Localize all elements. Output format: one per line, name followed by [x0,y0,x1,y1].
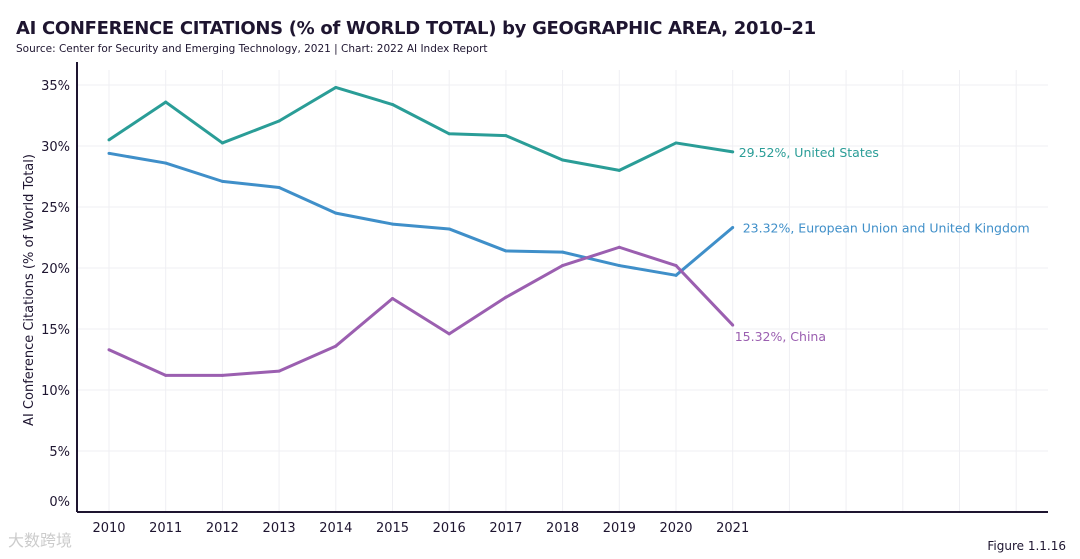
data-point [164,100,168,104]
data-point [164,161,168,165]
series-line-united-states [108,85,733,172]
data-point [334,85,338,89]
x-tick-label: 2017 [489,521,522,536]
data-point [277,119,281,123]
data-point [277,185,281,189]
data-point [674,141,678,145]
x-tick-label: 2013 [263,521,296,536]
data-point [391,222,394,226]
x-tick-label: 2014 [319,521,352,536]
data-label: 29.52%, United States [739,145,879,160]
y-tick-label: 25% [41,201,70,216]
x-tick-label: 2021 [716,521,749,536]
data-point [277,369,281,373]
data-point [617,168,621,172]
data-point [674,264,678,268]
data-point [731,150,735,154]
data-point [561,264,565,268]
y-tick-label: 10% [41,384,70,399]
data-point [504,249,508,253]
data-point [391,103,394,107]
data-point [220,141,224,145]
data-point [617,245,621,249]
series-line-european-union-and-united-kingdom [108,151,734,277]
x-tick-label: 2020 [659,521,692,536]
y-tick-label: 30% [41,140,70,155]
x-tick-label: 2019 [603,521,636,536]
x-tick-label: 2018 [546,521,579,536]
chart-subtitle: Source: Center for Security and Emerging… [16,43,488,55]
figure-label: Figure 1.1.16 [987,539,1066,553]
data-point [107,138,111,142]
y-tick-label: 5% [49,445,70,460]
series-line-china [108,245,734,377]
x-tick-label: 2010 [92,521,125,536]
data-point [447,332,451,336]
data-point [731,225,735,229]
data-point [674,273,678,277]
data-point [107,348,111,352]
data-label: 23.32%, European Union and United Kingdo… [743,220,1030,235]
x-tick-label: 2016 [433,521,466,536]
chart-title: AI CONFERENCE CITATIONS (% of WORLD TOTA… [16,18,816,39]
y-tick-label: 15% [41,323,70,338]
y-tick-label: 0% [49,495,70,510]
data-point [504,295,508,299]
x-tick-label: 2011 [149,521,182,536]
data-point [334,211,338,215]
data-point [164,373,168,377]
data-point [334,344,338,348]
x-tick-label: 2015 [376,521,409,536]
data-point [447,227,451,231]
data-point [220,179,224,183]
x-tick-label: 2012 [206,521,239,536]
data-point [391,297,394,300]
y-tick-label: 20% [41,262,70,277]
data-point [220,373,224,377]
data-point [561,250,565,254]
data-point [731,323,735,327]
y-tick-label: 35% [41,79,70,94]
data-point [561,158,565,162]
data-point [107,151,111,155]
data-label: 15.32%, China [735,329,826,344]
data-point [617,264,621,268]
data-point [504,134,508,138]
y-axis-label: AI Conference Citations (% of World Tota… [22,154,37,426]
watermark: 大数跨境 [8,531,73,550]
data-point [447,132,451,136]
